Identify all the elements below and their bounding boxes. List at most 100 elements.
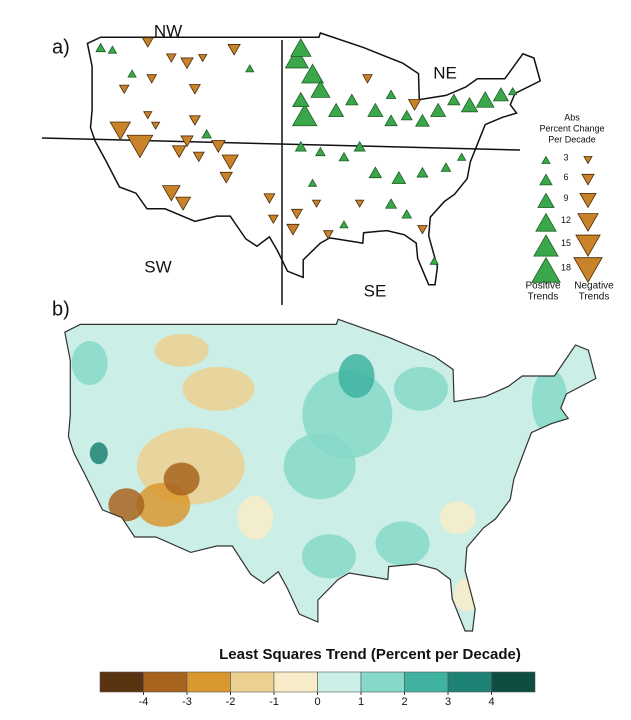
region-label: SW [144, 257, 171, 276]
colorbar-tick-label: 3 [445, 696, 451, 708]
legend-size: 3 [563, 152, 568, 162]
station-trend [460, 96, 479, 113]
trend-field [71, 333, 568, 612]
colorbar-bin [404, 671, 449, 693]
station-trend [292, 91, 310, 108]
trend-region [89, 442, 108, 465]
station-trend [328, 102, 345, 117]
legend-size: 6 [563, 172, 568, 182]
legend-negative [579, 192, 597, 209]
station-trend [107, 45, 118, 54]
trend-region [237, 495, 274, 540]
station-trend [367, 102, 384, 117]
legend-negative [583, 156, 593, 165]
colorbar-bin [230, 671, 275, 693]
station-trend [315, 146, 326, 157]
station-trend [416, 166, 429, 178]
station-trend [368, 166, 383, 179]
station-trend [456, 152, 467, 161]
station-trend [161, 185, 181, 202]
station-trend [109, 121, 132, 141]
legend-size: 12 [561, 215, 571, 225]
legend-size: 18 [561, 262, 571, 272]
trend-region [375, 521, 430, 566]
colorbar-bin [143, 671, 188, 693]
trend-region [393, 366, 448, 411]
colorbar-tick-label: -1 [269, 696, 279, 708]
legend-title: Percent Change [539, 123, 604, 133]
station-trend [338, 151, 350, 162]
station-trend [291, 103, 318, 127]
station-trend [290, 38, 312, 57]
station-trend [430, 102, 447, 117]
legend-positive [533, 234, 559, 257]
station-trend [141, 37, 154, 48]
legend-label: Trends [528, 292, 559, 303]
station-trend [221, 154, 239, 170]
station-trend [210, 140, 226, 154]
colorbar-tick-label: 4 [488, 696, 494, 708]
colorbar-bin [491, 671, 536, 693]
colorbar-bin [99, 671, 144, 693]
legend-size: 15 [561, 238, 571, 248]
station-trend [384, 198, 398, 209]
colorbar-title: Least Squares Trend (Percent per Decade) [219, 646, 521, 663]
trend-region [301, 534, 356, 579]
legend-positive [541, 155, 551, 164]
station-trend [407, 99, 422, 111]
legend-negative [573, 257, 603, 284]
us-outline [64, 318, 597, 632]
station-trend [263, 193, 276, 204]
trend-region [338, 353, 375, 398]
trend-region [531, 368, 568, 435]
trend-region [453, 578, 481, 612]
legend-positive [537, 192, 555, 208]
legend-positive [539, 173, 553, 186]
station-trend [267, 214, 279, 225]
legend-label: Positive [525, 281, 560, 292]
trend-region [71, 341, 108, 386]
station-trend [227, 44, 241, 56]
station-trend [400, 109, 413, 121]
station-trend [415, 113, 430, 127]
station-trend [171, 145, 187, 159]
trend-region [108, 488, 145, 522]
colorbar-bin [447, 671, 492, 693]
station-trend [401, 209, 413, 219]
colorbar-bin [317, 671, 362, 693]
station-trend [362, 74, 373, 84]
colorbar-bin [186, 671, 231, 693]
station-trend [294, 140, 307, 152]
station-trend [143, 111, 153, 120]
station-trend [286, 223, 300, 236]
legend-positive [531, 256, 561, 283]
station-trend [197, 54, 208, 63]
region-label: NW [154, 21, 182, 40]
station-trend [417, 225, 428, 235]
station-trend [339, 220, 349, 229]
station-trend [507, 86, 518, 96]
colorbar-tick-label: -3 [182, 696, 192, 708]
station-trend [311, 199, 322, 208]
station-trend [284, 47, 310, 69]
legend-negative [581, 173, 595, 186]
colorbar-tick-label: -4 [139, 696, 149, 708]
station-trend [447, 93, 461, 106]
legend-label: Negative [574, 281, 614, 292]
station-trend [322, 230, 334, 240]
station-trend [354, 199, 365, 208]
colorbar-bin [273, 671, 318, 693]
station-trend [440, 162, 452, 172]
legend-negative [577, 213, 599, 232]
station-trend [95, 42, 107, 53]
station-trend [118, 84, 130, 95]
station-trend [345, 93, 359, 106]
legend-negative [575, 234, 601, 257]
colorbar-bin [360, 671, 405, 693]
station-trend [245, 64, 255, 73]
station-trend [180, 57, 194, 70]
colorbar-tick-label: 1 [358, 696, 364, 708]
station-trend [146, 74, 158, 84]
legend-title: Per Decade [548, 134, 596, 144]
